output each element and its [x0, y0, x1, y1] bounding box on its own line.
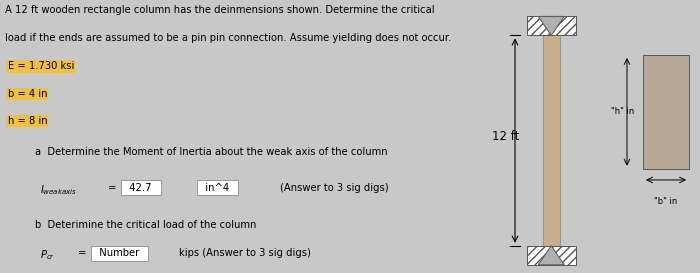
Text: a  Determine the Moment of Inertia about the weak axis of the column: a Determine the Moment of Inertia about …	[35, 147, 388, 158]
Bar	[542, 35, 560, 246]
Text: b = 4 in: b = 4 in	[8, 89, 47, 99]
Text: "b" in: "b" in	[654, 197, 678, 206]
Polygon shape	[538, 16, 564, 35]
Text: $I_{weakaxis}$: $I_{weakaxis}$	[41, 183, 78, 197]
Text: Number: Number	[93, 248, 146, 259]
Text: =: =	[78, 248, 87, 259]
Text: h = 8 in: h = 8 in	[8, 116, 47, 126]
Polygon shape	[538, 246, 564, 265]
Text: E = 1.730 ksi: E = 1.730 ksi	[8, 61, 74, 72]
Text: 42.7: 42.7	[123, 183, 158, 193]
Bar	[643, 55, 689, 169]
Text: b  Deterimine the critical load of the column: b Deterimine the critical load of the co…	[35, 220, 257, 230]
Bar	[526, 16, 576, 35]
Text: "h" in: "h" in	[611, 107, 634, 116]
Text: $P_{cr}$: $P_{cr}$	[41, 248, 55, 262]
Bar	[526, 246, 576, 265]
Text: 12 ft: 12 ft	[491, 130, 519, 143]
Text: in^4: in^4	[199, 183, 235, 193]
Text: (Answer to 3 sig digs): (Answer to 3 sig digs)	[280, 183, 388, 193]
Text: load if the ends are assumed to be a pin pin connection. Assume yielding does no: load if the ends are assumed to be a pin…	[5, 33, 452, 43]
Text: kips (Answer to 3 sig digs): kips (Answer to 3 sig digs)	[179, 248, 311, 259]
Text: =: =	[108, 183, 117, 193]
Text: A 12 ft wooden rectangle column has the deinmensions shown. Determine the critic: A 12 ft wooden rectangle column has the …	[5, 5, 435, 16]
